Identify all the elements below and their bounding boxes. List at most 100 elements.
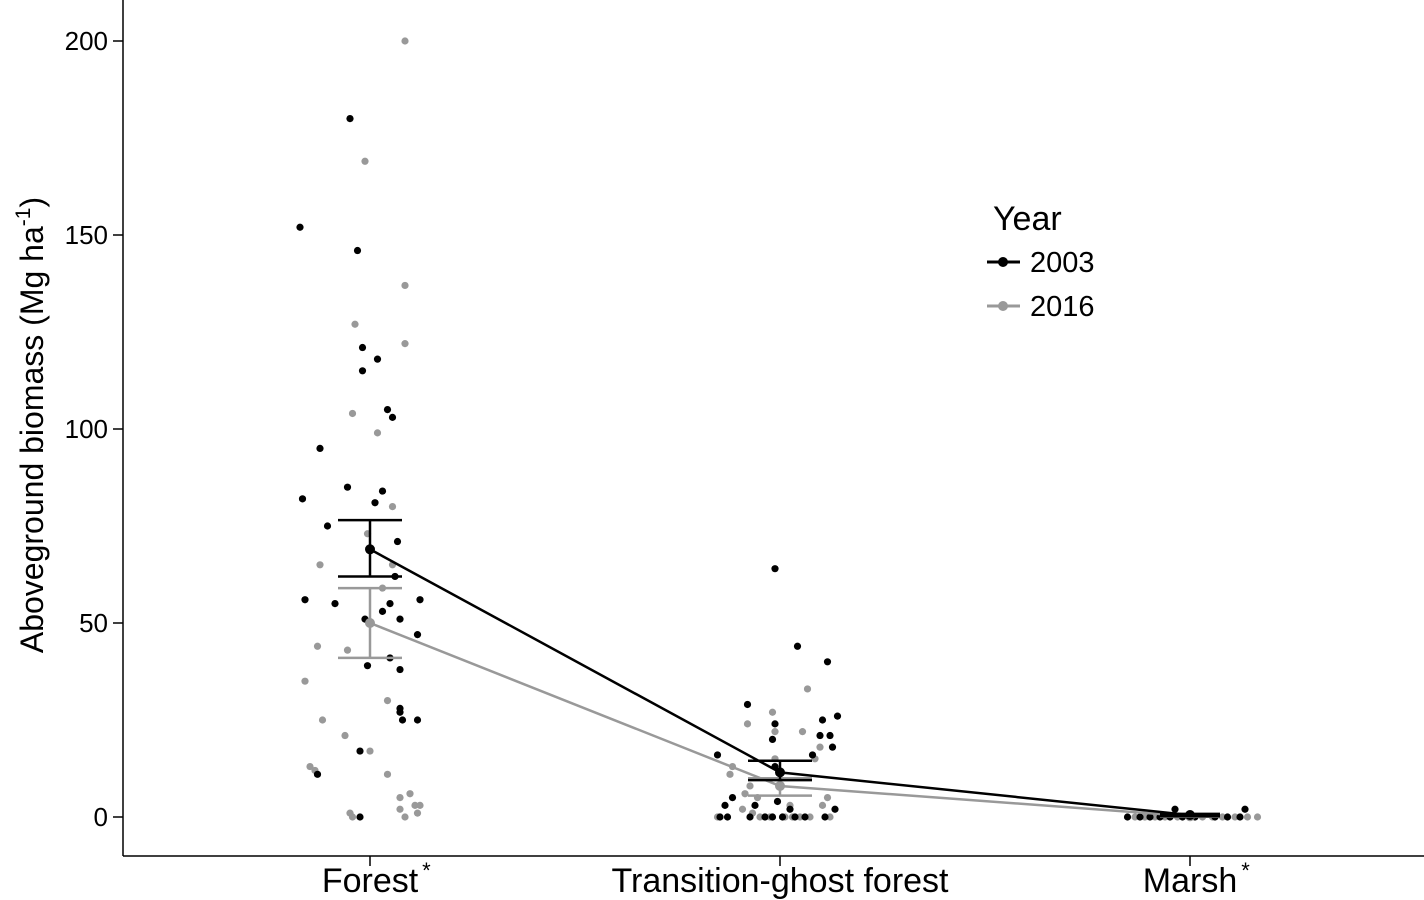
- y-axis-title: Aboveground biomass (Mg ha-1): [12, 197, 50, 653]
- point-2016: [406, 790, 414, 798]
- point-2003: [823, 658, 832, 666]
- point-2016: [726, 770, 734, 778]
- point-2016: [738, 805, 747, 813]
- point-2016: [818, 801, 827, 809]
- point-2016: [348, 813, 357, 821]
- point-2003: [378, 487, 387, 495]
- point-2016: [401, 340, 409, 348]
- point-2003: [346, 115, 354, 123]
- y-tick-label: 50: [79, 608, 108, 638]
- point-2016: [1243, 813, 1252, 821]
- point-2003: [721, 801, 729, 809]
- point-2016: [1151, 813, 1159, 821]
- point-2016: [806, 813, 814, 821]
- point-2003: [828, 743, 837, 751]
- point-2003: [1241, 805, 1249, 813]
- point-2016: [743, 720, 752, 728]
- point-2003: [833, 712, 842, 720]
- point-2003: [831, 805, 839, 813]
- y-tick-label: 0: [94, 802, 108, 832]
- point-2003: [743, 700, 752, 709]
- point-2003: [751, 801, 759, 809]
- point-2003: [388, 413, 397, 421]
- point-2016: [411, 801, 419, 809]
- point-2003: [363, 662, 372, 670]
- point-2003: [296, 223, 304, 231]
- point-2003: [413, 631, 422, 639]
- legend-marker-2003: [998, 257, 1008, 267]
- legend-label-2003: 2003: [1030, 247, 1095, 279]
- point-2016: [361, 157, 369, 165]
- point-2003: [396, 615, 404, 623]
- y-tick-label: 200: [65, 26, 108, 56]
- point-2016: [366, 747, 374, 755]
- legend-marker-2016: [998, 301, 1008, 311]
- x-tick-significance: *: [1241, 858, 1250, 883]
- point-2016: [388, 503, 397, 511]
- point-2016: [401, 37, 409, 45]
- point-2016: [318, 716, 327, 724]
- x-tick-label: Forest: [322, 862, 419, 900]
- point-2016: [306, 762, 314, 771]
- axes: [122, 0, 1424, 857]
- point-2016: [756, 813, 764, 821]
- point-2016: [348, 409, 357, 418]
- point-2003: [728, 794, 737, 802]
- point-2003: [771, 565, 779, 573]
- y-axis-title-main: Aboveground biomass (Mg ha: [14, 226, 50, 653]
- point-2003: [398, 716, 407, 724]
- legend-label-2016: 2016: [1030, 291, 1095, 323]
- point-2003: [801, 813, 809, 821]
- point-2003: [413, 716, 422, 724]
- point-2016: [401, 813, 409, 821]
- point-2003: [1236, 813, 1244, 821]
- point-2016: [823, 794, 832, 802]
- point-2016: [351, 320, 359, 328]
- point-2003: [358, 343, 367, 352]
- point-2003: [373, 355, 382, 363]
- point-2003: [356, 813, 364, 821]
- point-2003: [1136, 813, 1144, 821]
- point-2003: [356, 747, 364, 755]
- point-2016: [396, 794, 404, 802]
- point-2003: [416, 596, 424, 604]
- point-2016: [1253, 813, 1262, 821]
- point-2003: [358, 367, 367, 375]
- point-2016: [413, 809, 422, 817]
- point-2003: [383, 406, 392, 414]
- point-2003: [773, 797, 782, 806]
- point-2003: [1171, 805, 1179, 813]
- point-2003: [1123, 813, 1132, 821]
- point-2016: [341, 731, 349, 740]
- point-2016: [383, 770, 392, 778]
- point-2003: [343, 483, 352, 491]
- point-2003: [818, 716, 827, 724]
- point-2016: [1141, 813, 1149, 821]
- point-2003: [768, 813, 777, 821]
- legend: Year 2003 2016: [987, 200, 1095, 323]
- point-2003: [301, 596, 309, 604]
- legend-title: Year: [993, 200, 1062, 238]
- point-2003: [371, 499, 379, 507]
- point-2016: [313, 642, 322, 650]
- point-2003: [808, 751, 817, 759]
- point-2016: [1131, 813, 1139, 821]
- point-2016: [771, 728, 779, 736]
- point-2016: [741, 790, 749, 798]
- point-2016: [1231, 813, 1239, 821]
- point-2003: [378, 607, 387, 615]
- point-2016: [383, 697, 392, 705]
- x-tick-label: Marsh: [1143, 862, 1237, 900]
- point-2003: [723, 813, 732, 821]
- point-2016: [316, 561, 324, 569]
- point-2016: [416, 801, 424, 809]
- point-2003: [771, 720, 779, 728]
- point-2016: [796, 813, 804, 821]
- point-2003: [393, 537, 402, 546]
- point-2016: [301, 677, 309, 685]
- point-2003: [353, 246, 362, 255]
- point-2003: [746, 813, 754, 821]
- point-2003: [786, 805, 794, 813]
- error-bars: [338, 518, 1220, 819]
